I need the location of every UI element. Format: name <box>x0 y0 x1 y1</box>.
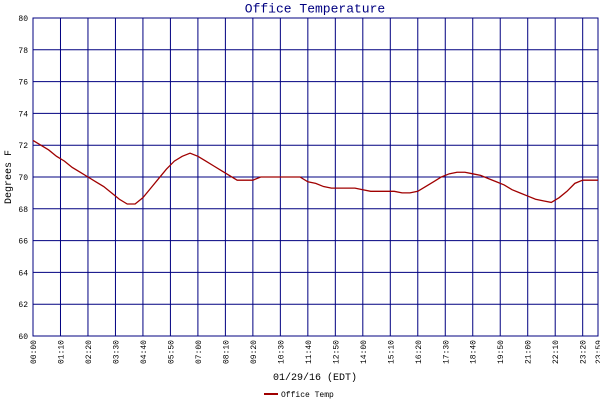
x-tick-label: 15:10 <box>387 340 396 364</box>
x-tick-label: 09:20 <box>250 340 259 364</box>
y-tick-label: 70 <box>18 174 28 183</box>
y-tick-label: 64 <box>18 269 28 278</box>
x-tick-label: 18:40 <box>470 340 479 364</box>
y-axis-label: Degrees F <box>4 150 15 204</box>
y-tick-label: 72 <box>18 142 28 151</box>
x-tick-label: 10:30 <box>277 340 286 364</box>
x-tick-label: 23:20 <box>580 340 589 364</box>
x-tick-label: 03:30 <box>112 340 121 364</box>
x-tick-label: 00:00 <box>30 340 39 364</box>
y-tick-label: 74 <box>18 110 28 119</box>
x-tick-label: 04:40 <box>140 340 149 364</box>
x-tick-label: 23:59 <box>595 340 600 364</box>
chart-title: Office Temperature <box>245 1 385 16</box>
x-tick-label: 21:00 <box>525 340 534 364</box>
x-tick-label: 07:00 <box>195 340 204 364</box>
x-axis-label: 01/29/16 (EDT) <box>273 372 357 384</box>
x-tick-label: 01:10 <box>57 340 66 364</box>
x-tick-label: 17:30 <box>442 340 451 364</box>
y-tick-label: 80 <box>18 15 28 24</box>
x-tick-label: 16:20 <box>415 340 424 364</box>
x-tick-label: 22:10 <box>552 340 561 364</box>
y-tick-label: 66 <box>18 238 28 247</box>
x-tick-label: 14:00 <box>360 340 369 364</box>
x-tick-label: 02:20 <box>85 340 94 364</box>
y-tick-label: 68 <box>18 206 28 215</box>
y-tick-label: 78 <box>18 47 28 56</box>
y-tick-label: 76 <box>18 79 28 88</box>
y-tick-label: 62 <box>18 301 28 310</box>
x-tick-label: 11:40 <box>305 340 314 364</box>
legend-label: Office Temp <box>281 391 334 400</box>
x-tick-label: 19:50 <box>497 340 506 364</box>
x-tick-label: 05:50 <box>167 340 176 364</box>
x-tick-label: 12:50 <box>332 340 341 364</box>
y-tick-label: 60 <box>18 333 28 342</box>
x-tick-label: 08:10 <box>222 340 231 364</box>
data-line <box>32 139 598 205</box>
